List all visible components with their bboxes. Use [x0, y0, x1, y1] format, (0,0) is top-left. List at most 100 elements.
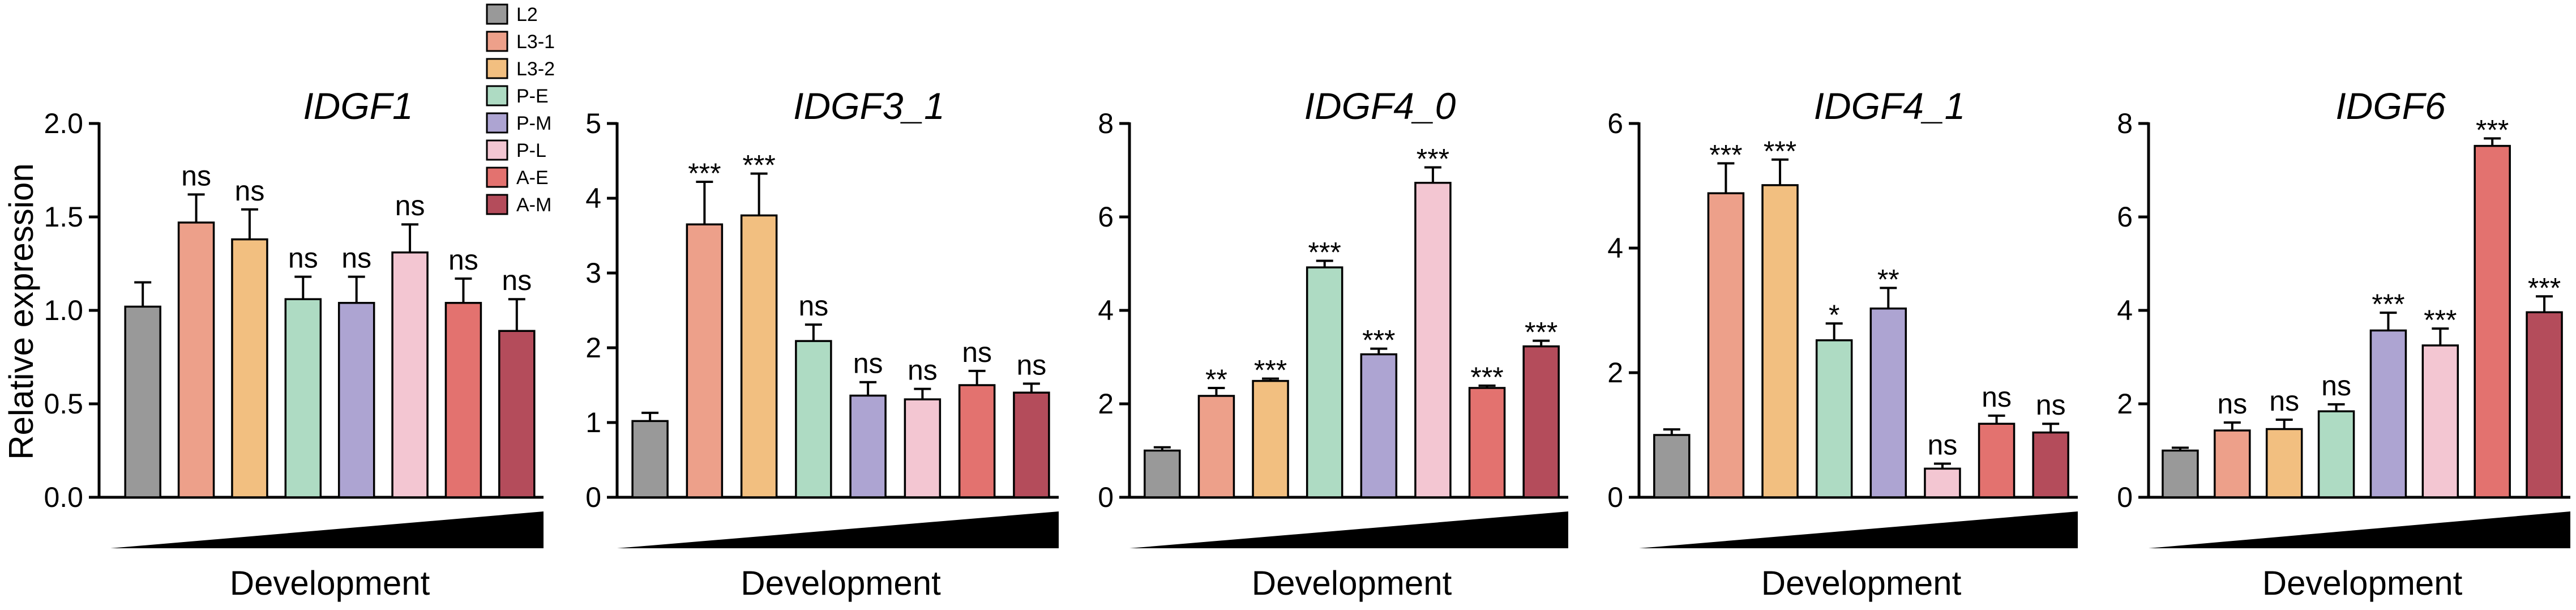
bar-a-e [1978, 423, 2016, 498]
significance-label: *** [1308, 237, 1341, 268]
legend-label: P-E [516, 86, 549, 107]
legend-swatch-a-e [486, 167, 508, 188]
legend-swatch-p-e [486, 85, 508, 106]
legend-label: A-E [516, 167, 549, 189]
legend-swatch-p-m [486, 112, 508, 134]
x-axis-label: Development [741, 564, 941, 602]
bar-l3-2 [740, 214, 778, 498]
development-wedge [110, 511, 544, 548]
significance-label: ** [1205, 364, 1227, 395]
x-axis-label: Development [1761, 564, 1962, 602]
y-tick-label: 0 [1607, 481, 1623, 513]
significance-label: ns [2217, 388, 2247, 420]
bar-a-m [1013, 391, 1050, 498]
bar-a-e [1468, 387, 1506, 498]
development-wedge [1129, 511, 1568, 548]
significance-label: ns [395, 190, 425, 221]
bar-a-m [2032, 431, 2069, 498]
significance-label: ns [908, 355, 938, 386]
panel-title: IDGF4_1 [1814, 85, 1966, 127]
legend-swatch-a-m [486, 194, 508, 215]
y-tick-label: 1.0 [44, 295, 83, 326]
bar-l2 [1144, 449, 1181, 498]
bar-p-m [337, 302, 375, 498]
bar-p-l [2421, 344, 2459, 498]
y-tick-label: 2 [585, 332, 601, 364]
significance-label: ns [962, 336, 992, 368]
significance-label: ns [1928, 429, 1958, 461]
legend-label: A-M [516, 194, 551, 216]
y-tick-label: 8 [2117, 108, 2133, 139]
bar-p-m [2369, 329, 2407, 498]
bar-p-e [2317, 410, 2355, 498]
y-tick-label: 4 [2117, 295, 2133, 326]
significance-label: ns [235, 175, 265, 207]
significance-label: ns [2321, 370, 2351, 402]
significance-label: *** [1417, 143, 1449, 175]
bar-l3-1 [1707, 192, 1745, 498]
legend-label: L2 [516, 4, 538, 25]
significance-label: *** [2372, 288, 2404, 320]
significance-label: *** [1764, 135, 1796, 167]
legend-swatch-l2 [486, 3, 508, 25]
y-tick-label: 3 [585, 257, 601, 289]
x-axis-label: Development [230, 564, 430, 602]
bar-l3-2 [231, 238, 268, 498]
y-tick-label: 6 [2117, 201, 2133, 233]
x-axis-label: Development [2262, 564, 2463, 602]
bar-l3-2 [1252, 379, 1289, 498]
legend-label: L3-2 [516, 58, 555, 80]
y-tick-label: 2 [1607, 357, 1623, 389]
panel-title: IDGF3_1 [793, 85, 945, 127]
significance-label: *** [1470, 361, 1503, 393]
bar-l3-1 [686, 223, 724, 498]
bar-a-m [2526, 311, 2563, 498]
x-axis-label: Development [1252, 564, 1452, 602]
y-tick-label: 0 [585, 481, 601, 513]
significance-label: *** [2424, 304, 2457, 336]
legend-swatch-l3-1 [486, 31, 508, 52]
y-tick-label: 4 [585, 182, 601, 214]
development-wedge [2149, 511, 2570, 548]
significance-label: *** [1362, 325, 1395, 356]
legend-swatch-p-l [486, 139, 508, 161]
y-tick-label: 5 [585, 108, 601, 139]
significance-label: *** [1709, 139, 1742, 170]
bar-l3-1 [2214, 429, 2251, 498]
legend-swatch-l3-2 [486, 58, 508, 79]
significance-label: ns [181, 160, 211, 191]
bar-p-e [1815, 339, 1853, 498]
bar-l3-1 [1197, 395, 1235, 498]
significance-label: ns [1982, 381, 2012, 413]
panel-title: IDGF6 [2335, 85, 2446, 127]
bar-l3-2 [1761, 184, 1799, 498]
bar-p-l [904, 398, 942, 498]
bar-a-e [444, 302, 482, 498]
significance-label: *** [1254, 354, 1287, 386]
y-tick-label: 0.5 [44, 388, 83, 420]
y-tick-label: 8 [1098, 108, 1114, 139]
bar-p-e [795, 340, 832, 498]
significance-label: *** [2528, 272, 2561, 304]
bar-l3-1 [177, 221, 215, 498]
significance-label: *** [2476, 114, 2509, 146]
bar-p-l [1414, 182, 1452, 498]
significance-label: ** [1877, 263, 1899, 295]
bar-p-m [1869, 307, 1907, 498]
significance-label: ns [341, 242, 371, 274]
legend-label: P-M [516, 113, 551, 134]
y-tick-label: 6 [1098, 201, 1114, 233]
significance-label: *** [1525, 317, 1557, 348]
y-tick-label: 0.0 [44, 481, 83, 513]
development-wedge [1639, 511, 2078, 548]
significance-label: *** [688, 157, 721, 189]
significance-label: * [1829, 299, 1839, 331]
y-tick-label: 4 [1098, 295, 1114, 326]
significance-label: ns [2036, 389, 2066, 421]
panel-title: IDGF1 [303, 85, 413, 127]
y-tick-label: 2.0 [44, 108, 83, 139]
